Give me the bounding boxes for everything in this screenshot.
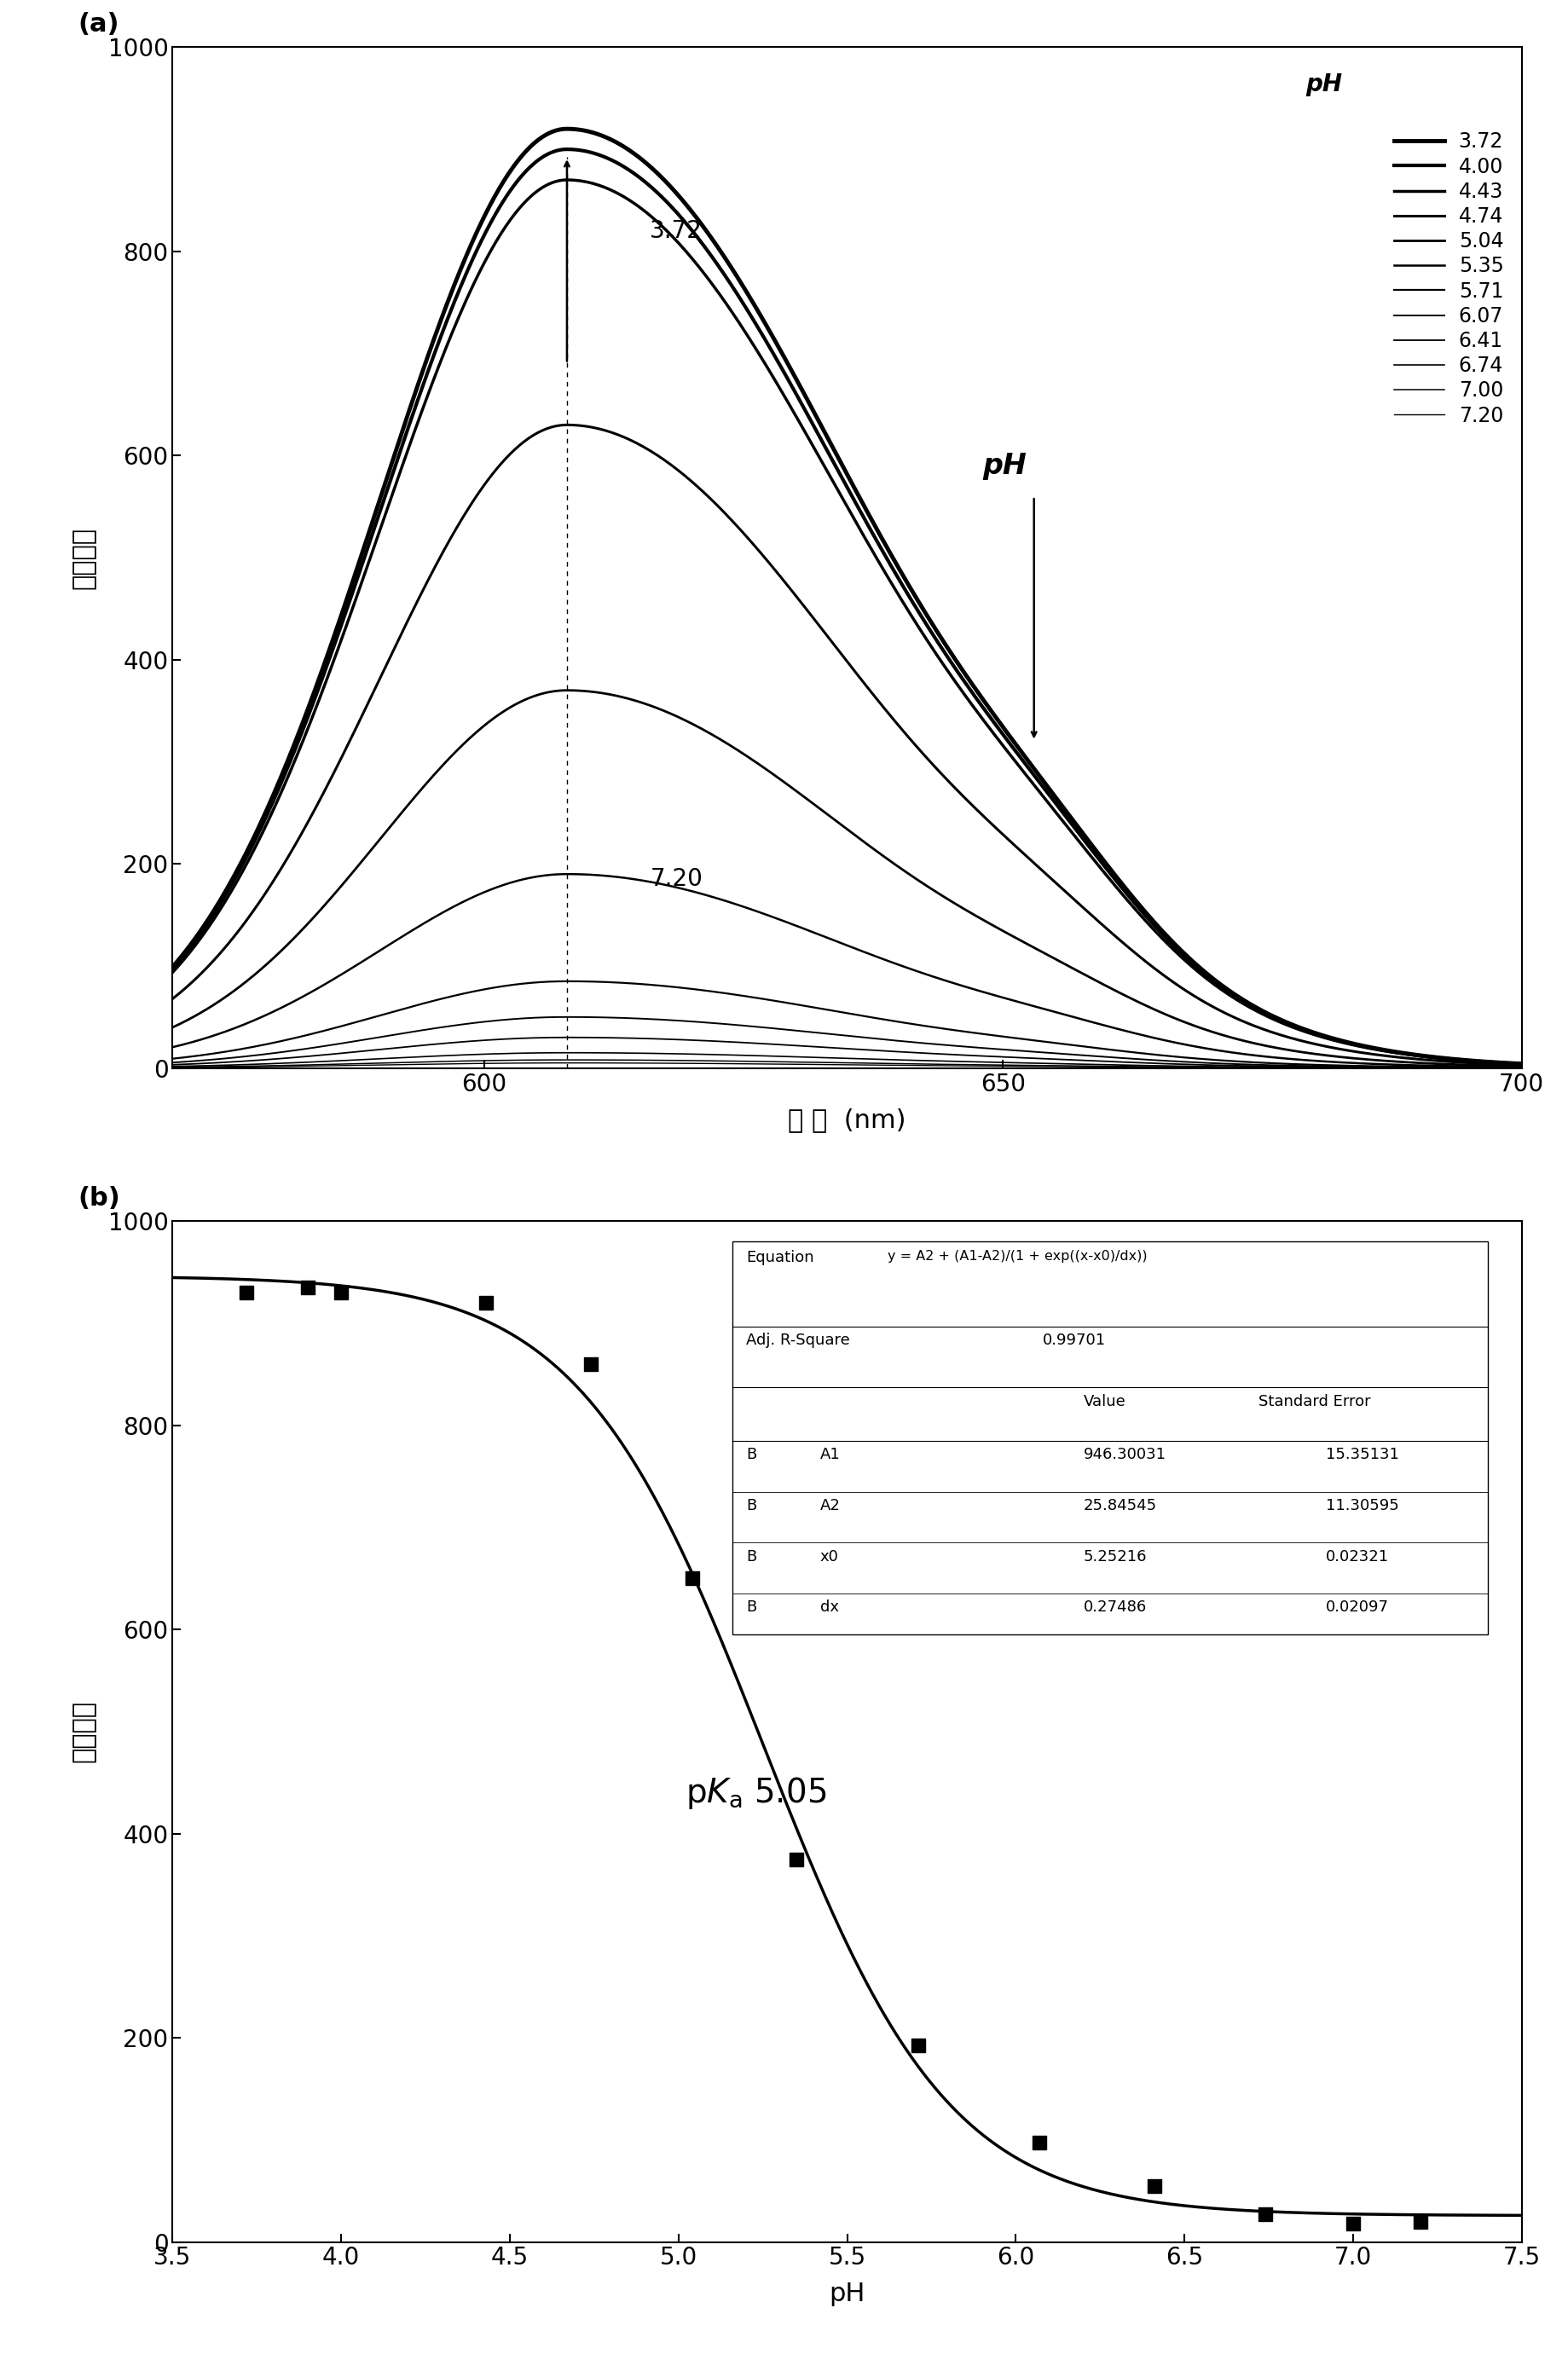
Point [1027,2124,1052,2162]
Point [905,2027,930,2065]
Text: dx: dx [820,1600,839,1614]
Text: 0.02321: 0.02321 [1325,1548,1389,1565]
Point [679,1560,704,1598]
Text: 0.27486: 0.27486 [1083,1600,1146,1614]
Text: 3.72: 3.72 [649,219,702,243]
Text: y = A2 + (A1-A2)/(1 + exp((x-x0)/dx)): y = A2 + (A1-A2)/(1 + exp((x-x0)/dx)) [887,1251,1146,1263]
X-axis label: pH: pH [828,2282,866,2306]
Point [295,1270,320,1307]
Text: A2: A2 [820,1499,840,1513]
Point [328,1274,353,1312]
Text: B: B [746,1548,756,1565]
Point [474,1284,499,1322]
Text: B: B [746,1447,756,1463]
Point [1406,2202,1432,2240]
Text: x0: x0 [820,1548,839,1565]
Point [234,1274,259,1312]
Text: Standard Error: Standard Error [1258,1395,1370,1409]
X-axis label: 波 长  (nm): 波 长 (nm) [787,1107,906,1133]
Y-axis label: 荧光强度: 荧光强度 [72,1702,96,1763]
Point [784,1841,809,1879]
Text: B: B [746,1499,756,1513]
Text: pH: pH [982,451,1025,479]
Text: p$\mathit{K}_{\rm a}$ 5.05: p$\mathit{K}_{\rm a}$ 5.05 [685,1775,826,1810]
Text: B: B [746,1600,756,1614]
Point [1142,2166,1167,2204]
Text: 946.30031: 946.30031 [1083,1447,1165,1463]
Text: 11.30595: 11.30595 [1325,1499,1399,1513]
Text: 15.35131: 15.35131 [1325,1447,1399,1463]
Legend: 3.72, 4.00, 4.43, 4.74, 5.04, 5.35, 5.71, 6.07, 6.41, 6.74, 7.00, 7.20: 3.72, 4.00, 4.43, 4.74, 5.04, 5.35, 5.71… [1386,123,1512,434]
Y-axis label: 荧光强度: 荧光强度 [72,526,96,588]
Text: Equation: Equation [746,1251,814,1265]
Text: Value: Value [1083,1395,1126,1409]
Point [1339,2204,1364,2242]
Text: 5.25216: 5.25216 [1083,1548,1146,1565]
Text: pH: pH [1305,73,1342,97]
Text: 0.99701: 0.99701 [1043,1333,1105,1348]
FancyBboxPatch shape [732,1241,1488,1635]
Text: A1: A1 [820,1447,840,1463]
Text: 0.02097: 0.02097 [1325,1600,1389,1614]
Text: 25.84545: 25.84545 [1083,1499,1156,1513]
Text: Adj. R-Square: Adj. R-Square [746,1333,850,1348]
Text: 7.20: 7.20 [649,866,702,892]
Point [1253,2195,1278,2233]
Text: (b): (b) [78,1187,121,1211]
Point [579,1345,604,1383]
Text: (a): (a) [78,12,119,38]
